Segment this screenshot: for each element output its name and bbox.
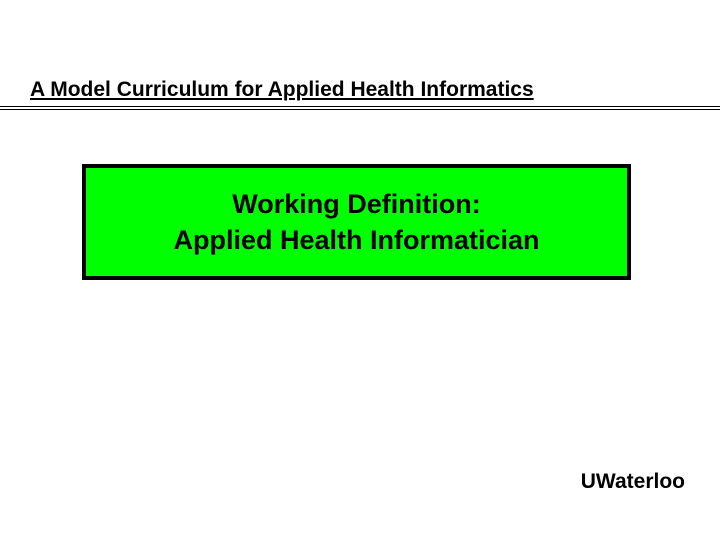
callout-box: Working Definition: Applied Health Infor… [82, 164, 631, 280]
callout-line-2: Applied Health Informatician [173, 222, 539, 258]
page-title: A Model Curriculum for Applied Health In… [30, 78, 534, 102]
footer-institution: UWaterloo [581, 470, 685, 494]
title-underline-rule [0, 106, 720, 110]
callout-line-1: Working Definition: [232, 186, 480, 222]
